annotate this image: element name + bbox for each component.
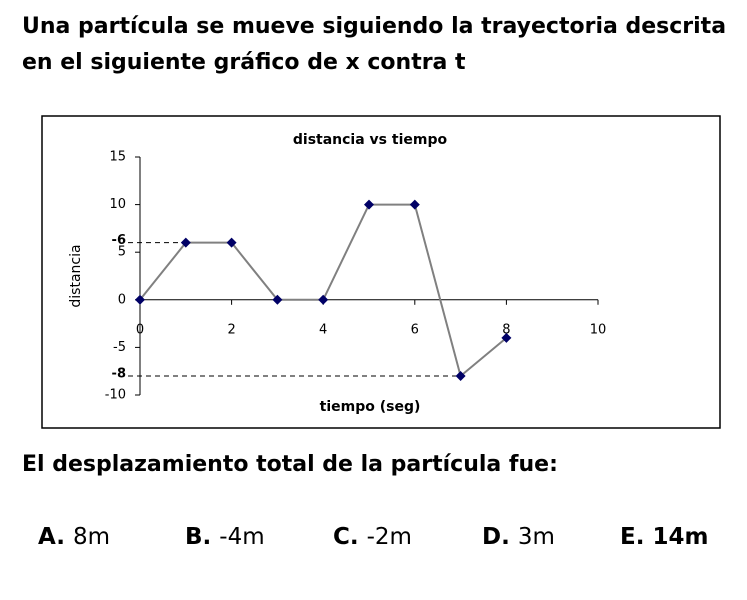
chart: distancia vs tiempo tiempo (seg) distanc… xyxy=(41,115,721,429)
x-tick-label: 8 xyxy=(502,322,510,337)
annotation: -6 xyxy=(112,233,126,248)
option-letter: C. xyxy=(333,524,359,550)
option-letter: E. xyxy=(620,524,645,550)
annotation: -8 xyxy=(112,366,126,381)
data-point xyxy=(318,294,329,305)
option-letter: D. xyxy=(482,524,510,550)
y-tick-label: 5 xyxy=(118,245,126,260)
data-point xyxy=(226,237,237,248)
option-letter: B. xyxy=(185,524,212,550)
option-text: -4m xyxy=(219,524,265,550)
x-tick-label: 6 xyxy=(411,322,419,337)
y-tick-label: -5 xyxy=(113,340,126,355)
y-axis-label: distancia xyxy=(68,244,84,307)
data-point xyxy=(455,370,466,381)
x-tick-label: 4 xyxy=(319,322,327,337)
option-text: 14m xyxy=(652,524,709,550)
y-tick-label: 10 xyxy=(109,197,126,212)
option[interactable]: B. -4m xyxy=(185,524,265,550)
chart-title: distancia vs tiempo xyxy=(293,132,448,148)
option-text: 3m xyxy=(517,524,555,550)
chart-frame xyxy=(41,115,721,429)
data-point xyxy=(501,332,512,343)
data-point xyxy=(364,199,374,210)
prompt: El desplazamiento total de la partícula … xyxy=(22,452,558,477)
data-point xyxy=(409,199,420,210)
y-tick-label: 0 xyxy=(118,292,126,307)
x-tick-label: 2 xyxy=(227,322,235,337)
question-line: Una partícula se mueve siguiendo la tray… xyxy=(22,14,727,39)
question-line: en el siguiente gráfico de x contra t xyxy=(22,50,466,75)
data-point xyxy=(180,237,191,248)
data-point xyxy=(272,294,283,305)
y-tick-label: -10 xyxy=(105,388,126,403)
option[interactable]: D. 3m xyxy=(482,524,555,550)
y-tick-label: 15 xyxy=(109,150,126,165)
option-letter: A. xyxy=(38,524,65,550)
option[interactable]: E. 14m xyxy=(620,524,708,550)
option-text: 8m xyxy=(72,524,111,550)
x-tick-label: 0 xyxy=(136,322,144,337)
option[interactable]: C. -2m xyxy=(333,524,412,550)
x-axis-label: tiempo (seg) xyxy=(320,399,421,415)
option-text: -2m xyxy=(366,524,412,550)
data-point xyxy=(135,294,145,305)
option[interactable]: A. 8m xyxy=(38,524,110,550)
x-tick-label: 10 xyxy=(590,322,607,337)
